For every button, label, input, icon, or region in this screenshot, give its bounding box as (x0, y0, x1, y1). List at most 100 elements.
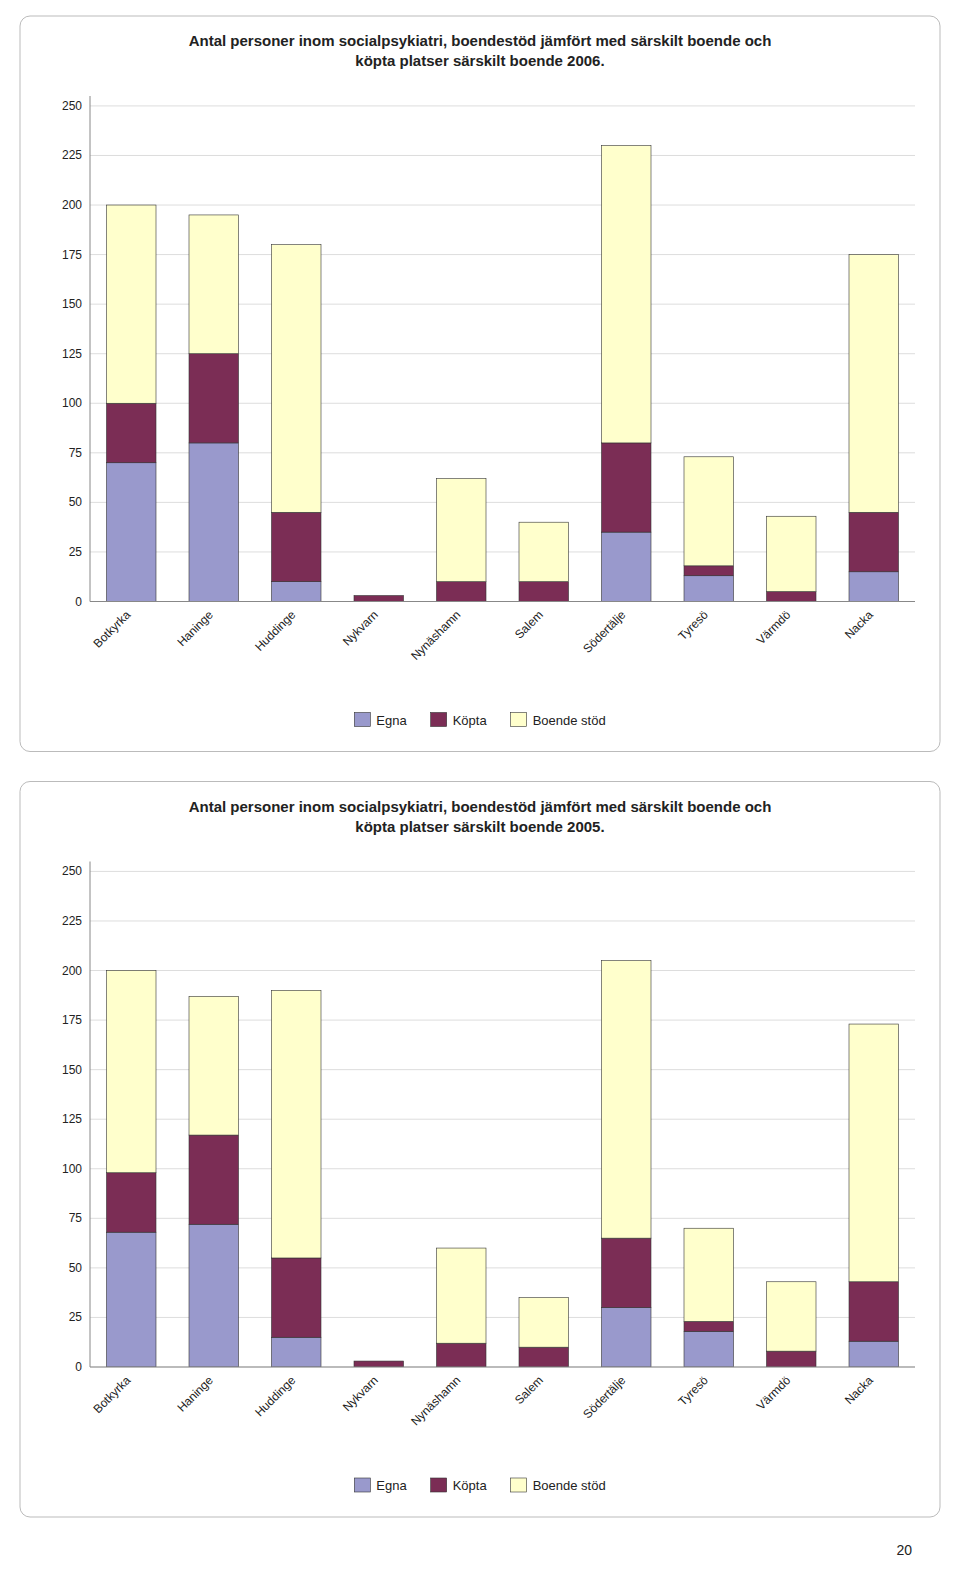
bar-segment (272, 245, 322, 513)
panel-frame (20, 16, 940, 752)
x-tick-label: Tyresö (676, 607, 712, 643)
y-tick-label: 0 (75, 595, 82, 609)
bar-segment (602, 961, 652, 1239)
x-tick-label: Nacka (842, 607, 876, 641)
legend-item: Boende stöd (511, 1478, 606, 1493)
y-grid: 0255075100125150175200225250 (62, 864, 915, 1374)
bar-segment (602, 1308, 652, 1367)
bar-segment (602, 1238, 652, 1307)
grid-line (90, 871, 915, 872)
grid-line (90, 155, 915, 156)
y-tick-label: 25 (69, 1310, 83, 1324)
grid-line (90, 105, 915, 106)
legend-swatch (511, 1478, 527, 1492)
bar-segment (684, 457, 734, 566)
bar-segment (684, 566, 734, 576)
y-tick-label: 225 (62, 148, 82, 162)
y-tick-label: 250 (62, 864, 82, 878)
bar-segment (519, 1298, 569, 1348)
bar-segment (189, 1224, 239, 1367)
page-number: 20 (896, 1542, 912, 1558)
x-tick-label: Salem (512, 1373, 546, 1407)
bar-segment (107, 463, 157, 602)
bar-segment (849, 1024, 899, 1282)
legend-item: Egna (354, 713, 407, 728)
bar-segment (849, 255, 899, 513)
bar-segment (107, 1232, 157, 1367)
legend-swatch (431, 1478, 447, 1492)
bar-segment (849, 1341, 899, 1367)
x-tick-label: Nacka (842, 1373, 876, 1407)
y-tick-label: 175 (62, 1013, 82, 1027)
bar-segment (354, 1361, 404, 1367)
bar-segment (272, 1337, 322, 1367)
x-tick-label: Salem (512, 608, 546, 642)
bar-segment (602, 532, 652, 601)
page: Antal personer inom socialpsykiatri, boe… (0, 0, 960, 1577)
y-tick-label: 175 (62, 248, 82, 262)
x-tick-label: Nykvarn (340, 608, 381, 649)
title-line: Antal personer inom socialpsykiatri, boe… (189, 798, 772, 815)
legend-swatch (511, 713, 527, 727)
legend-item: Köpta (431, 713, 488, 728)
bar-segment (189, 1135, 239, 1224)
bar-segment (107, 205, 157, 403)
y-tick-label: 250 (62, 99, 82, 113)
legend-swatch (431, 713, 447, 727)
y-tick-label: 100 (62, 396, 82, 410)
grid-line (90, 601, 915, 602)
legend-swatch (354, 713, 370, 727)
bar-segment (519, 582, 569, 602)
x-tick-label: Nynäshamn (408, 1373, 463, 1428)
x-tick-label: Huddinge (252, 1373, 298, 1419)
x-tick-label: Södertälje (580, 607, 628, 655)
bar-segment (519, 522, 569, 581)
x-tick-label: Haninge (174, 1373, 216, 1415)
bar-segment (189, 215, 239, 354)
legend-swatch (354, 1478, 370, 1492)
y-tick-label: 125 (62, 347, 82, 361)
y-tick-label: 225 (62, 914, 82, 928)
grid-line (90, 920, 915, 921)
x-tick-label: Huddinge (252, 607, 298, 653)
x-tick-label: Värmdö (754, 1373, 794, 1413)
y-axis-line (90, 96, 91, 602)
bar-segment (189, 443, 239, 602)
x-axis-line (90, 601, 915, 602)
title-line: Antal personer inom socialpsykiatri, boe… (189, 32, 772, 49)
title-line: köpta platser särskilt boende 2006. (355, 52, 604, 69)
legend-item: Boende stöd (511, 713, 606, 728)
bar-segment (519, 1347, 569, 1367)
bar-segment (849, 512, 899, 571)
legend-item: Egna (354, 1478, 407, 1493)
bar-segment (684, 1321, 734, 1331)
x-tick-label: Nykvarn (340, 1373, 381, 1414)
legend-item: Köpta (431, 1478, 488, 1493)
bar-segment (272, 512, 322, 581)
bars (107, 146, 899, 602)
bar-segment (437, 582, 487, 602)
bar-segment (272, 1258, 322, 1337)
bar-segment (602, 443, 652, 532)
x-tick-label: Tyresö (676, 1373, 712, 1409)
bar-segment (849, 1282, 899, 1341)
legend-label: Köpta (453, 713, 488, 728)
y-tick-label: 75 (69, 446, 83, 460)
legend: Egna Köpta Boende stöd (354, 713, 605, 728)
bar-segment (354, 1361, 404, 1362)
y-tick-label: 100 (62, 1162, 82, 1176)
title-line: köpta platser särskilt boende 2005. (355, 818, 604, 835)
y-tick-label: 50 (69, 1261, 83, 1275)
grid-line (90, 970, 915, 971)
x-tick-label: Botkyrka (90, 1373, 133, 1416)
x-tick-label: Haninge (174, 607, 216, 649)
y-tick-label: 150 (62, 1063, 82, 1077)
bar-segment (767, 1351, 817, 1367)
bars (107, 961, 899, 1367)
bar-segment (767, 516, 817, 591)
chart-title: Antal personer inom socialpsykiatri, boe… (189, 798, 772, 835)
bar-segment (849, 572, 899, 602)
y-tick-label: 0 (75, 1360, 82, 1374)
bar-segment (189, 354, 239, 443)
bar-segment (189, 996, 239, 1135)
